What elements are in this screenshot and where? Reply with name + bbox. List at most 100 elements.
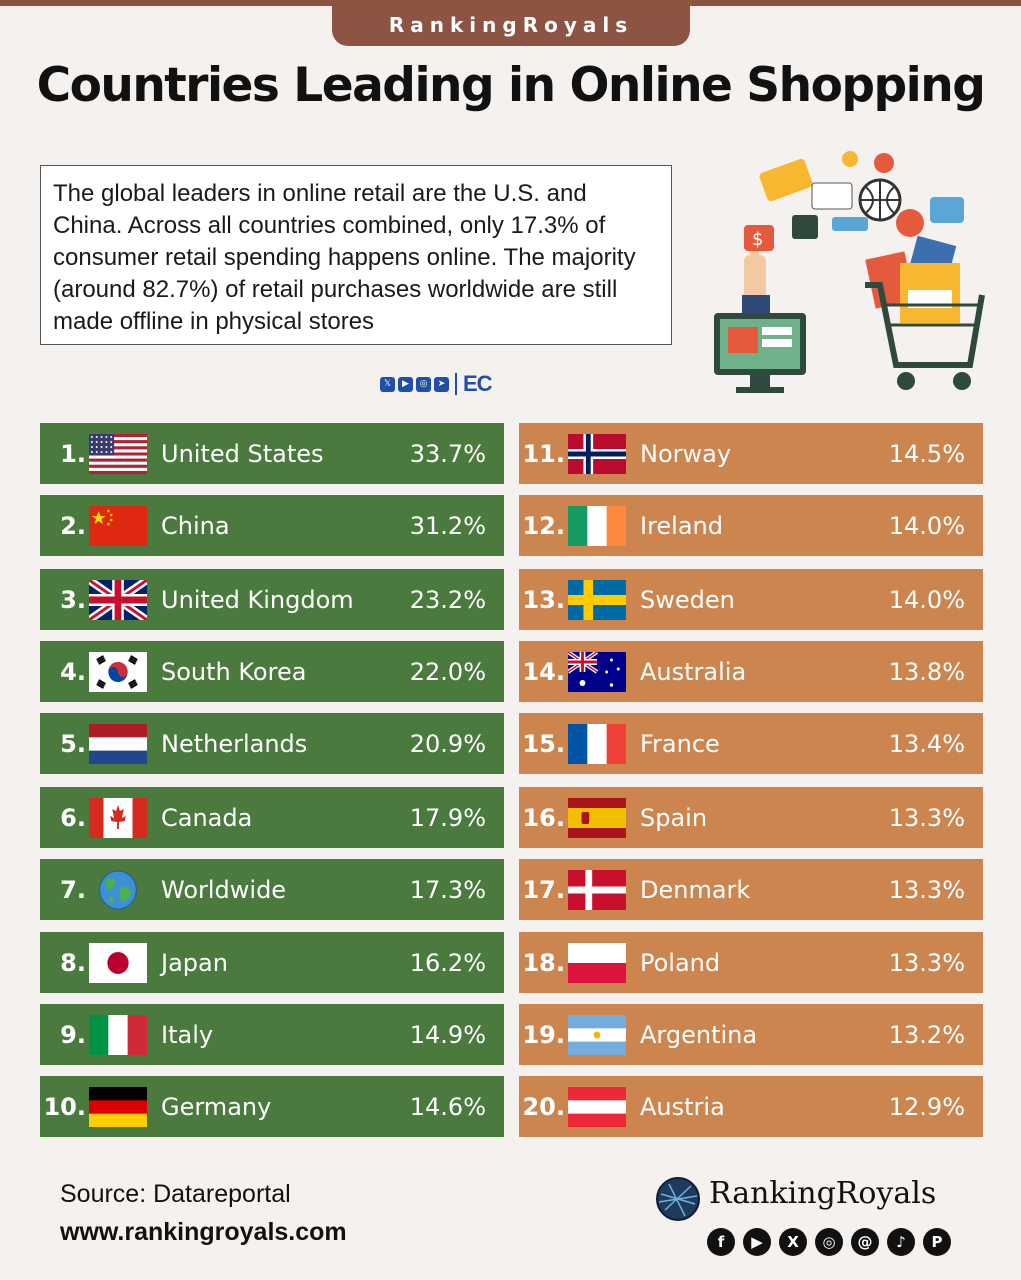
rank-number: 19. — [522, 1020, 565, 1049]
mini-social-logos: 𝕏 ▶ ◎ ➤ EC — [380, 371, 493, 396]
italy-flag-icon — [89, 1014, 147, 1055]
country-name: France — [640, 729, 720, 758]
rank-number: 13. — [522, 585, 565, 614]
pinterest-icon[interactable]: P — [923, 1228, 951, 1256]
country-name: Italy — [161, 1020, 214, 1049]
table-row: 8. Japan 16.2% — [40, 932, 504, 993]
brand-tab: RankingRoyals — [332, 6, 690, 46]
share-value: 14.9% — [409, 1020, 486, 1049]
share-value: 12.9% — [888, 1092, 965, 1121]
table-row: 6. Canada 17.9% — [40, 787, 504, 848]
sweden-flag-icon — [568, 579, 626, 620]
table-row: 14. Australia 13.8% — [519, 641, 983, 702]
argentina-flag-icon — [568, 1014, 626, 1055]
country-name: South Korea — [161, 657, 307, 686]
rank-number: 20. — [522, 1092, 565, 1121]
table-row: 19. Argentina 13.2% — [519, 1004, 983, 1065]
country-name: China — [161, 511, 230, 540]
share-value: 14.0% — [888, 511, 965, 540]
france-flag-icon — [568, 723, 626, 764]
rank-number: 9. — [60, 1020, 86, 1049]
rank-number: 1. — [60, 439, 86, 468]
telegram-icon: ➤ — [434, 376, 449, 392]
table-row: 17. Denmark 13.3% — [519, 859, 983, 920]
hand-pointer-icon — [742, 235, 770, 313]
share-value: 20.9% — [409, 729, 486, 758]
rank-number: 16. — [522, 803, 565, 832]
china-flag-icon — [89, 505, 147, 546]
rank-number: 11. — [522, 439, 565, 468]
table-row: 9. Italy 14.9% — [40, 1004, 504, 1065]
rank-number: 2. — [60, 511, 86, 540]
share-value: 13.3% — [888, 948, 965, 977]
share-value: 14.6% — [409, 1092, 486, 1121]
x-icon[interactable]: X — [779, 1228, 807, 1256]
rank-number: 18. — [522, 948, 565, 977]
source-block: Source: Datareportal www.rankingroyals.c… — [60, 1175, 347, 1251]
canada-flag-icon — [89, 797, 147, 838]
table-row: 2. China 31.2% — [40, 495, 504, 556]
shopping-illustration: $ — [714, 151, 985, 393]
rank-number: 12. — [522, 511, 565, 540]
poland-flag-icon — [568, 942, 626, 983]
logo-text: RankingRoyals — [709, 1176, 937, 1211]
facebook-icon[interactable]: f — [707, 1228, 735, 1256]
share-value: 22.0% — [409, 657, 486, 686]
norway-flag-icon — [568, 433, 626, 474]
country-name: Poland — [640, 948, 721, 977]
us-flag-icon — [89, 433, 147, 474]
country-name: Sweden — [640, 585, 735, 614]
country-name: Australia — [640, 657, 747, 686]
table-row: 5. Netherlands 20.9% — [40, 713, 504, 774]
austria-flag-icon — [568, 1086, 626, 1127]
social-icons: f ▶ X ◎ @ ♪ P — [707, 1228, 951, 1256]
svg-text:$: $ — [752, 229, 763, 250]
rank-number: 10. — [43, 1092, 86, 1121]
table-row: 1. United States 33.7% — [40, 423, 504, 484]
x-icon: 𝕏 — [380, 376, 395, 392]
monitor-icon — [714, 313, 806, 393]
table-row: 3. United Kingdom 23.2% — [40, 569, 504, 630]
country-name: Spain — [640, 803, 708, 832]
table-row: 15. France 13.4% — [519, 713, 983, 774]
table-row: 7. Worldwide 17.3% — [40, 859, 504, 920]
share-value: 13.3% — [888, 803, 965, 832]
table-row: 4. South Korea 22.0% — [40, 641, 504, 702]
divider — [455, 373, 457, 395]
ec-logo: EC — [463, 371, 493, 396]
country-name: Netherlands — [161, 729, 308, 758]
source-label: Source: Datareportal — [60, 1180, 291, 1208]
country-name: Norway — [640, 439, 732, 468]
country-name: Austria — [640, 1092, 725, 1121]
country-name: Ireland — [640, 511, 724, 540]
website-link[interactable]: www.rankingroyals.com — [60, 1218, 347, 1246]
spain-flag-icon — [568, 797, 626, 838]
denmark-flag-icon — [568, 869, 626, 910]
table-row: 10. Germany 14.6% — [40, 1076, 504, 1137]
intro-textbox: The global leaders in online retail are … — [40, 165, 672, 345]
youtube-icon[interactable]: ▶ — [743, 1228, 771, 1256]
youtube-icon: ▶ — [398, 376, 413, 392]
share-value: 17.9% — [409, 803, 486, 832]
globe-icon — [99, 870, 137, 909]
threads-icon[interactable]: @ — [851, 1228, 879, 1256]
share-value: 13.3% — [888, 875, 965, 904]
country-name: United Kingdom — [161, 585, 354, 614]
table-row: 16. Spain 13.3% — [519, 787, 983, 848]
share-value: 17.3% — [409, 875, 486, 904]
share-value: 16.2% — [409, 948, 486, 977]
rank-number: 4. — [60, 657, 86, 686]
tiktok-icon[interactable]: ♪ — [887, 1228, 915, 1256]
uk-flag-icon — [89, 579, 147, 620]
instagram-icon[interactable]: ◎ — [815, 1228, 843, 1256]
share-value: 14.0% — [888, 585, 965, 614]
country-name: Canada — [161, 803, 253, 832]
rank-number: 3. — [60, 585, 86, 614]
australia-flag-icon — [568, 651, 626, 692]
germany-flag-icon — [89, 1086, 147, 1127]
globe-logo-icon — [656, 1177, 700, 1221]
rank-number: 15. — [522, 729, 565, 758]
shopping-cart-icon — [865, 235, 985, 390]
table-row: 20. Austria 12.9% — [519, 1076, 983, 1137]
share-value: 13.2% — [888, 1020, 965, 1049]
